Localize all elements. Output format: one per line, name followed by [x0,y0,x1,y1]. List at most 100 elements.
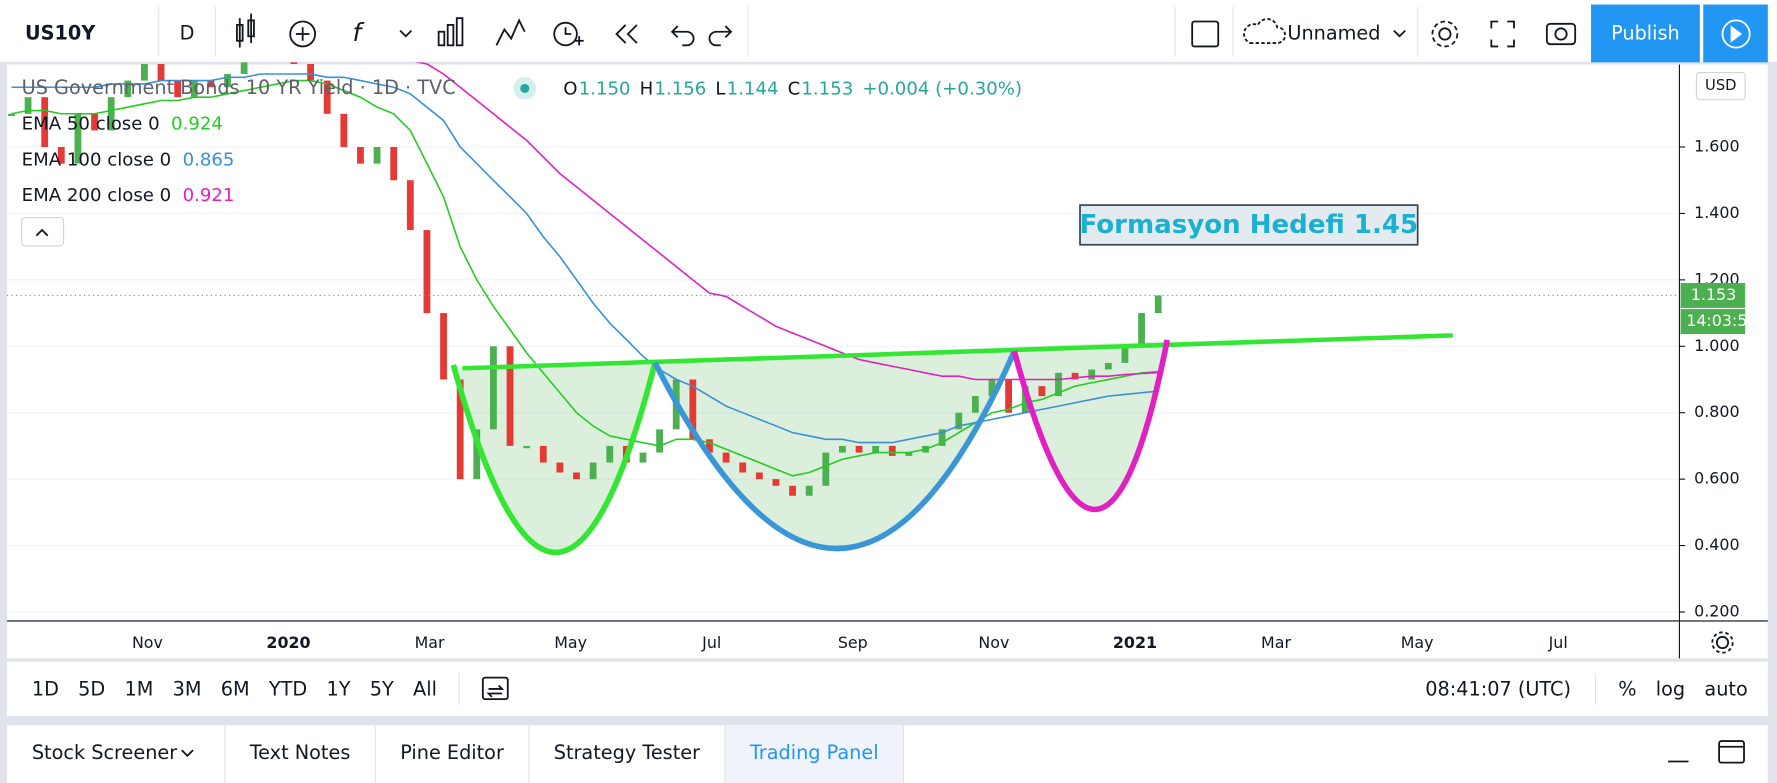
dropdown-icon[interactable] [181,749,194,758]
timeframe[interactable]: All [413,678,437,701]
dropdown-icon[interactable] [1393,29,1406,38]
candle [539,445,547,463]
candle [74,113,82,164]
layout-name[interactable]: Unnamed [1287,21,1380,44]
tab-label[interactable]: Stock Screener [32,741,177,764]
timeframe[interactable]: 5Y [370,678,394,701]
candle [839,445,846,453]
maximize-icon[interactable] [1718,740,1745,764]
candle [207,80,215,88]
ohlc-value: 1.156 [654,79,706,100]
right-cup[interactable] [1011,339,1171,513]
candle [938,429,946,446]
tab-label[interactable]: Text Notes [249,741,351,764]
scale-option[interactable]: auto [1704,678,1747,701]
candle [855,445,863,453]
candle [872,445,880,453]
dropdown-icon[interactable] [399,29,413,38]
settings-icon[interactable] [1431,20,1459,48]
candle [174,80,182,98]
timeframe[interactable]: YTD [268,678,307,701]
drawings [450,333,1453,555]
candle [290,62,298,64]
axis-settings-icon[interactable] [1711,631,1734,654]
candle [706,439,713,453]
active-tab [724,725,904,783]
indicator-value: 0.921 [183,185,235,206]
indicator-name[interactable]: EMA 100 close 0 [22,149,172,170]
alert-icon[interactable] [553,21,584,47]
currency-box[interactable] [1695,71,1746,101]
publish-button[interactable] [1591,4,1700,63]
timeframe-bar [6,661,1768,717]
candle [1138,313,1145,347]
left-cup[interactable] [450,361,658,555]
series-layer [6,62,1680,496]
middle-cup[interactable] [652,350,1017,552]
candle [589,462,597,480]
annotation-box[interactable] [1079,204,1419,246]
ohlc-label: L [715,79,725,100]
legend: US Government Bonds 10 YR Yield · 1D · T… [21,76,1022,247]
symbol[interactable]: US10Y [25,21,96,44]
y-tick-label: 1.600 [1694,137,1739,156]
timeframe[interactable]: 1M [125,678,154,701]
fullscreen-toggle-icon[interactable] [1191,20,1220,48]
legend-title: US Government Bonds 10 YR Yield · 1D · T… [22,76,456,99]
candle [8,113,15,117]
chart-type-icon[interactable] [236,13,255,48]
candle [1005,379,1013,413]
scale-option[interactable]: % [1618,678,1636,701]
candle [988,379,996,397]
candle [556,462,564,473]
ema-line [11,73,1159,444]
ohlc-value: 1.150 [579,79,631,100]
candle [357,147,364,164]
x-tick-label: Sep [838,633,868,652]
compare-icon[interactable] [289,20,317,48]
timeframe[interactable]: 1D [32,678,59,701]
tab-label[interactable]: Pine Editor [400,741,504,764]
timeframe[interactable]: 5D [78,678,105,701]
time-axis [6,622,1768,659]
tab-label[interactable]: Trading Panel [749,741,879,764]
interval[interactable]: D [180,21,195,44]
snapshot-icon[interactable] [1545,22,1577,46]
clock[interactable]: 08:41:07 (UTC) [1425,678,1571,701]
tab-label[interactable]: Strategy Tester [554,741,700,764]
candle [1021,386,1029,413]
candle [905,452,913,456]
change: +0.004 (+0.30%) [862,79,1022,100]
undo-icon[interactable] [670,25,695,47]
currency: USD [1705,77,1736,94]
fullscreen-icon[interactable] [1490,20,1515,48]
financials-icon[interactable] [437,17,464,47]
indicator-name[interactable]: EMA 50 close 0 [22,114,160,135]
indicator-name[interactable]: EMA 200 close 0 [22,185,172,206]
x-tick-label: Mar [1261,633,1291,652]
candle [739,462,747,473]
y-tick-label: 0.600 [1694,469,1739,488]
date-range-icon[interactable] [481,676,509,701]
tabs: Stock Screener Text Notes Pine Editor Strat… [32,725,905,783]
price-axis: 0.2000.4000.6000.8001.0001.2001.4001.600… [1679,137,1757,620]
replay-icon[interactable] [615,24,638,44]
x-tick-label: Jul [1548,633,1568,652]
timeframe[interactable]: 1Y [327,678,351,701]
timeframe[interactable]: 6M [221,678,250,701]
candle [523,445,531,449]
candle [772,479,780,486]
annotation[interactable]: Formasyon Hedefi 1.45 [1080,210,1419,240]
ideas-icon[interactable] [495,18,526,46]
last-price-box [1680,283,1746,308]
timeframe[interactable]: 3M [173,678,202,701]
redo-icon[interactable] [708,25,733,47]
scale-option[interactable]: log [1656,678,1685,701]
neckline[interactable] [462,333,1453,371]
candle [1038,386,1046,397]
candle [573,472,580,480]
y-tick-label: 0.200 [1694,601,1739,620]
candle [107,97,115,131]
